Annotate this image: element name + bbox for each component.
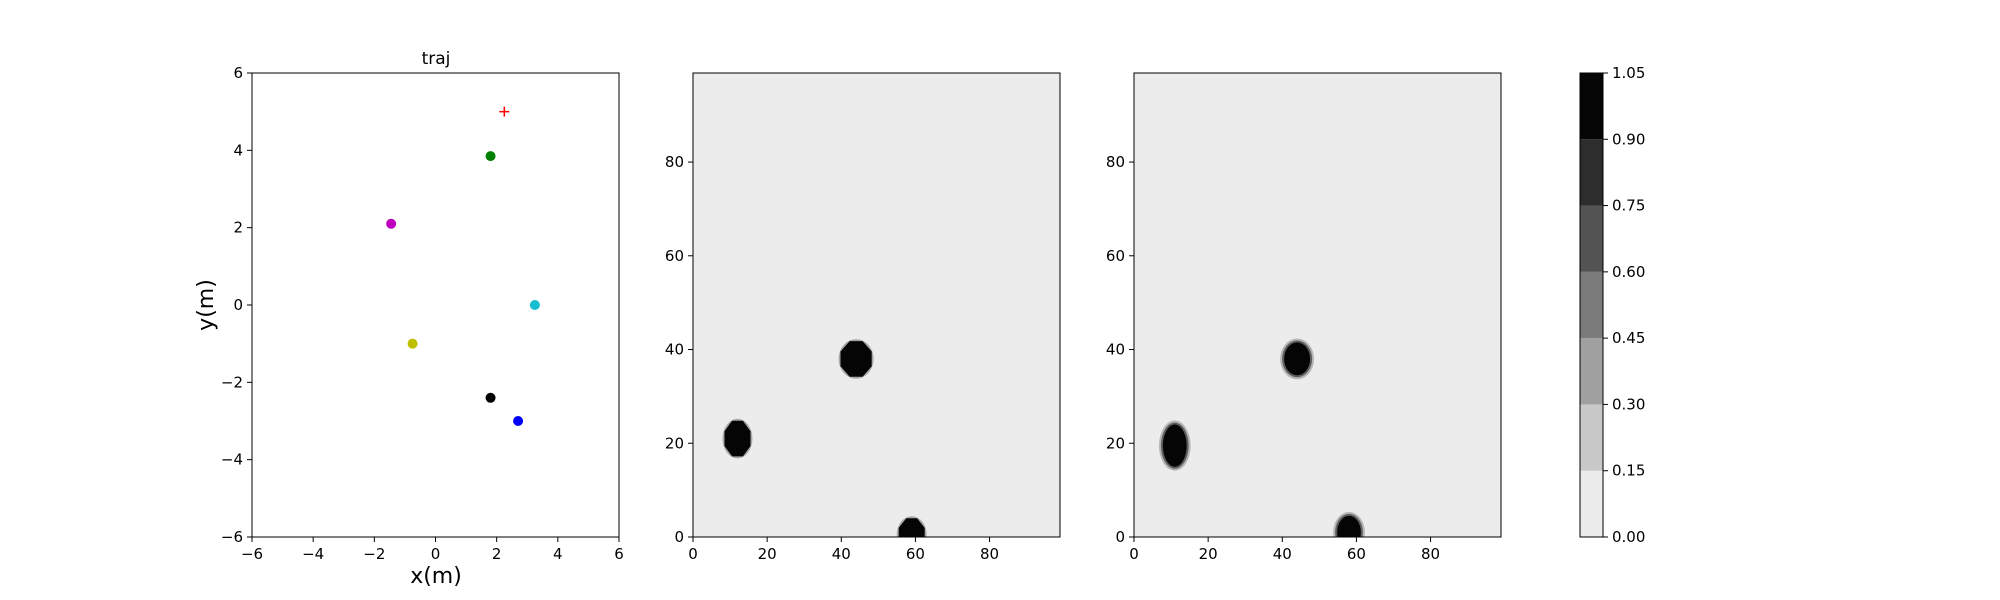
obstacle-blob — [840, 341, 872, 377]
agent-point — [513, 416, 524, 426]
agent-point — [485, 392, 496, 403]
x-tick-label: 40 — [1273, 545, 1292, 563]
y-tick-label: 6 — [233, 64, 243, 82]
agent-point — [485, 151, 496, 162]
x-tick-label: 0 — [1129, 545, 1139, 563]
map-background — [693, 73, 1060, 537]
y-tick-label: 20 — [665, 434, 684, 452]
agent-point — [529, 300, 540, 310]
colorbar-band — [1580, 271, 1603, 339]
colorbar-tick-label: 0.15 — [1612, 462, 1645, 480]
map-blobs — [1158, 338, 1365, 537]
x-tick-label: 0 — [431, 545, 441, 563]
colorbar-band — [1580, 404, 1603, 471]
colorbar-frame — [1579, 72, 1604, 538]
y-tick-label: 0 — [233, 296, 243, 314]
y-tick-label: −2 — [221, 373, 243, 391]
blob-layer — [1158, 338, 1365, 537]
plot-title: traj — [422, 49, 451, 69]
y-tick-label: 4 — [233, 141, 243, 159]
map-axis-ticks: 0 20 40 60 80 0 20 40 60 80 — [1106, 153, 1440, 563]
x-tick-label: 80 — [1421, 545, 1440, 563]
goal-marker — [499, 106, 510, 117]
plot-frame — [251, 72, 620, 538]
occupancy-map-right: 0 20 40 60 80 0 20 40 60 80 — [1106, 72, 1502, 563]
y-tick-label: 20 — [1106, 434, 1125, 452]
colorbar-tick-label: 1.05 — [1612, 64, 1645, 82]
colorbar-band — [1580, 73, 1603, 140]
map-frame — [1133, 72, 1502, 538]
map-blobs — [722, 339, 927, 537]
obstacle-blob — [724, 420, 751, 457]
colorbar-band — [1580, 470, 1603, 537]
y-tick-label: −4 — [221, 451, 243, 469]
colorbar-tick-label: 0.30 — [1612, 395, 1645, 413]
map-axis-ticks: 0 20 40 60 80 0 20 40 60 80 — [665, 153, 999, 563]
colorbar-tick-label: 0.90 — [1612, 130, 1645, 148]
y-axis-label: y(m) — [194, 279, 219, 331]
obstacle-blob — [898, 518, 925, 537]
y-tick-label: 0 — [674, 528, 684, 546]
x-tick-label: 2 — [492, 545, 502, 563]
colorbar-band — [1580, 338, 1603, 405]
x-tick-label: 40 — [832, 545, 851, 563]
obstacle-blob — [1162, 424, 1187, 467]
colorbar-bands — [1580, 73, 1603, 537]
colorbar-tick-label: 0.00 — [1612, 528, 1645, 546]
y-tick-label: 80 — [665, 153, 684, 171]
trajectory-plot: traj −6 −4 −2 0 2 4 6 −6 −4 −2 0 2 4 6 x(m) y(m) — [194, 49, 624, 589]
y-tick-label: 40 — [665, 341, 684, 359]
occupancy-map-left: 0 20 40 60 80 0 20 40 60 80 — [665, 72, 1061, 563]
obstacle-blob — [1337, 515, 1361, 537]
colorbar-tick-label: 0.45 — [1612, 329, 1645, 347]
y-tick-label: 60 — [1106, 247, 1125, 265]
x-tick-label: −2 — [363, 545, 385, 563]
x-tick-label: −4 — [302, 545, 324, 563]
colorbar-tick-label: 0.60 — [1612, 263, 1645, 281]
trajectory-axis-ticks: −6 −4 −2 0 2 4 6 −6 −4 −2 0 2 4 6 — [221, 64, 624, 563]
y-tick-label: 60 — [665, 247, 684, 265]
agent-point — [407, 338, 418, 349]
colorbar: 0.00 0.15 0.30 0.45 0.60 0.75 0.90 1.05 — [1579, 64, 1645, 546]
plot-area — [252, 73, 619, 537]
obstacle-blob — [1284, 342, 1311, 376]
colorbar-tick-label: 0.75 — [1612, 197, 1645, 215]
x-tick-label: 0 — [688, 545, 698, 563]
x-tick-label: 6 — [614, 545, 624, 563]
colorbar-ticks: 0.00 0.15 0.30 0.45 0.60 0.75 0.90 1.05 — [1603, 64, 1645, 546]
colorbar-band — [1580, 139, 1603, 206]
trajectory-points — [386, 106, 540, 426]
map-frame — [692, 72, 1061, 538]
y-tick-label: 40 — [1106, 341, 1125, 359]
agent-point — [386, 218, 397, 229]
y-tick-label: 0 — [1115, 528, 1125, 546]
x-tick-label: 60 — [906, 545, 925, 563]
x-axis-label: x(m) — [410, 564, 462, 589]
y-tick-label: −6 — [221, 528, 243, 546]
map-background — [1134, 73, 1501, 537]
colorbar-band — [1580, 205, 1603, 272]
x-tick-label: 80 — [980, 545, 999, 563]
y-tick-label: 2 — [233, 219, 243, 237]
x-tick-label: 60 — [1347, 545, 1366, 563]
x-tick-label: 4 — [553, 545, 563, 563]
x-tick-label: 20 — [758, 545, 777, 563]
x-tick-label: 20 — [1199, 545, 1218, 563]
x-tick-label: −6 — [241, 545, 263, 563]
y-tick-label: 80 — [1106, 153, 1125, 171]
blob-layer — [722, 339, 927, 537]
